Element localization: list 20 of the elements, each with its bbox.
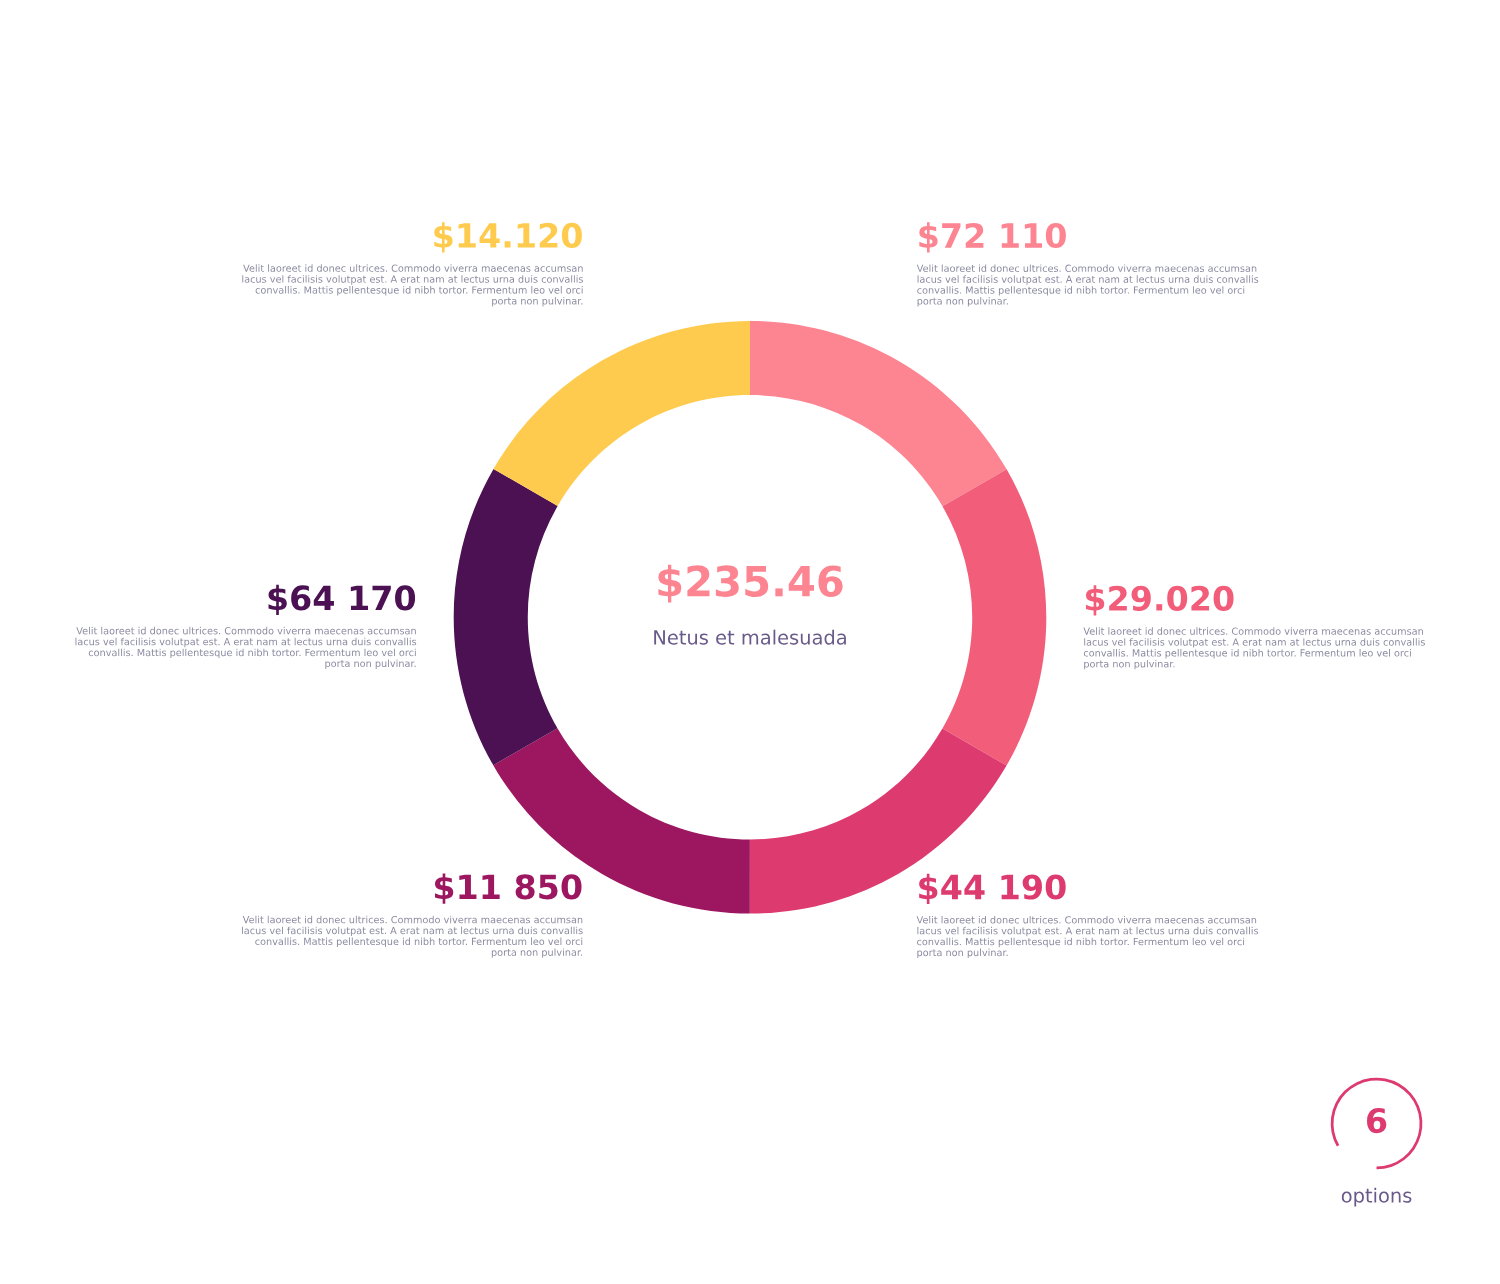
text: Netus et malesuada: [654, 629, 846, 645]
text: $72 110: [919, 222, 1066, 253]
donut-slice: [750, 321, 1007, 507]
text: Velit laoreet id donec ultrices. Commodo viverra maecenas accumsan lacus vel facilisis volutpat est. A erat nam at lectus urna duis convallis convallis. Mattis pellentesque id nibh tortor. Fermentum leo vel orci porta non pulvinar.: [916, 915, 1259, 959]
text: $14.120: [434, 222, 582, 253]
text: Velit laoreet id donec ultrices. Commodo viverra maecenas accumsan lacus vel facilisis volutpat est. A erat nam at lectus urna duis convallis convallis. Mattis pellentesque id nibh tortor. Fermentum leo vel orci porta non pulvinar.: [916, 264, 1259, 307]
donut-slice: [942, 469, 1047, 766]
text: Velit laoreet id donec ultrices. Commodo viverra maecenas accumsan lacus vel facilisis volutpat est. A erat nam at lectus urna duis convallis convallis. Mattis pellentesque id nibh tortor. Fermentum leo vel orci porta non pulvinar.: [75, 626, 417, 669]
donut-slice: [493, 321, 750, 506]
text: Velit laoreet id donec ultrices. Commodo viverra maecenas accumsan lacus vel facilisis volutpat est. A erat nam at lectus urna duis convallis convallis. Mattis pellentesque id nibh tortor. Fermentum leo vel orci porta non pulvinar.: [242, 264, 584, 307]
text: options: [1341, 1187, 1412, 1207]
text: Velit laoreet id donec ultrices. Commodo viverra maecenas accumsan lacus vel facilisis volutpat est. A erat nam at lectus urna duis convallis convallis. Mattis pellentesque id nibh tortor. Fermentum leo vel orci porta non pulvinar.: [1083, 627, 1425, 670]
text: $29.020: [1085, 585, 1234, 616]
text: $44 190: [919, 873, 1066, 905]
text: $64 170: [268, 584, 416, 615]
text: $235.46: [658, 564, 843, 603]
text: Velit laoreet id donec ultrices. Commodo viverra maecenas accumsan lacus vel facilisis volutpat est. A erat nam at lectus urna duis convallis convallis. Mattis pellentesque id nibh tortor. Fermentum leo vel orci porta non pulvinar.: [241, 915, 583, 958]
donut-slice: [453, 468, 558, 766]
text: 6: [1367, 1107, 1387, 1134]
text: $11 850: [434, 873, 582, 904]
